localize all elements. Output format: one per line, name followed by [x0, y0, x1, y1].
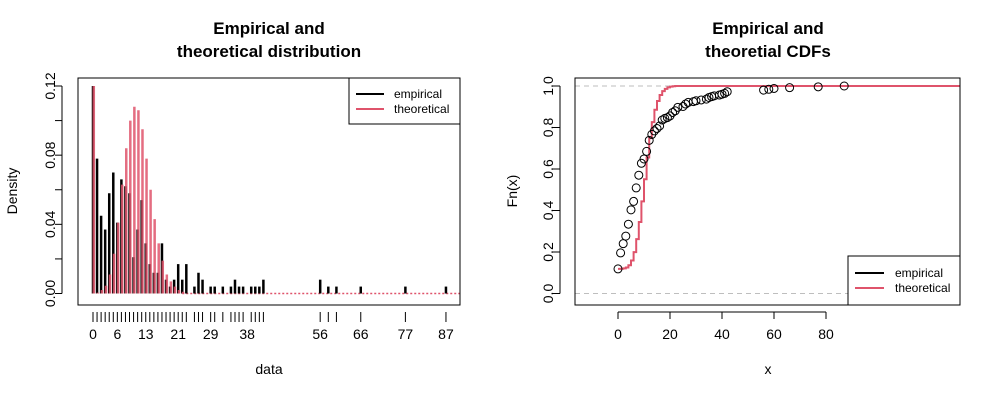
empirical-cdf-point — [616, 248, 626, 258]
legend-theoretical-label: theoretical — [394, 102, 449, 116]
empirical-cdf-point — [722, 87, 732, 97]
cdf-xlabel: x — [765, 361, 772, 377]
cdf-ylabel: Fn(x) — [504, 175, 520, 208]
empirical-cdf-point — [626, 205, 636, 215]
theoretical-cdf-line — [618, 85, 960, 270]
density-x-tick-label: 13 — [138, 326, 154, 342]
cdf-legend: empirical theoretical — [847, 255, 961, 306]
empirical-cdf-point — [681, 99, 691, 109]
empirical-cdf-point — [701, 94, 711, 104]
empirical-cdf-point — [631, 183, 641, 193]
empirical-cdf-point — [673, 102, 683, 112]
density-x-tick-label: 77 — [398, 326, 414, 342]
cdf-y-tick-label: 0.8 — [540, 118, 556, 138]
density-x-tick-label: 6 — [113, 326, 121, 342]
empirical-cdf-point — [668, 107, 678, 117]
empirical-cdf-point — [839, 81, 849, 91]
cdf-y-tick-label: 0.6 — [540, 159, 556, 179]
empirical-cdf-point — [623, 219, 633, 229]
density-x-tick-label: 0 — [89, 326, 97, 342]
density-chart: Empirical and theoretical distribution d… — [4, 19, 461, 377]
cdf-y-tick-label: 0.4 — [540, 201, 556, 221]
density-legend: empirical theoretical — [348, 77, 461, 125]
density-ylabel: Density — [4, 168, 20, 215]
empirical-cdf-point — [636, 158, 646, 168]
empirical-cdf-point — [629, 196, 639, 206]
legend-empirical-label: empirical — [895, 266, 943, 280]
density-legend-box — [348, 77, 461, 125]
cdf-y-tick-label: 0.0 — [540, 284, 556, 304]
cdf-y-tick-label: 1.0 — [540, 76, 556, 96]
cdf-x-tick-label: 0 — [614, 326, 622, 342]
empirical-cdf-point — [642, 146, 652, 156]
empirical-cdf-point — [657, 115, 667, 125]
density-title-line1: Empirical and — [213, 19, 324, 38]
empirical-cdf-point — [652, 123, 662, 133]
density-x-tick-label: 21 — [170, 326, 186, 342]
empirical-cdf-point — [618, 239, 628, 249]
density-title-line2: theoretical distribution — [177, 42, 361, 61]
density-y-tick-label: 0.00 — [42, 280, 58, 307]
cdf-x-tick-label: 40 — [714, 326, 730, 342]
cdf-x-tick-label: 60 — [766, 326, 782, 342]
cdf-chart: Empirical and theoretial CDFs x Fn(x) 0.… — [504, 19, 961, 377]
cdf-y-tick-label: 0.2 — [540, 242, 556, 262]
density-x-tick-label: 38 — [239, 326, 255, 342]
empirical-cdf-point — [649, 126, 659, 136]
density-x-tick-label: 66 — [353, 326, 369, 342]
cdf-x-tick-label: 20 — [662, 326, 678, 342]
empirical-cdf-point — [662, 113, 672, 123]
empirical-cdf-point — [759, 85, 769, 95]
empirical-cdf-point — [621, 231, 631, 241]
density-xlabel: data — [255, 361, 282, 377]
legend-empirical-label: empirical — [394, 87, 442, 101]
empirical-cdf-point — [813, 82, 823, 92]
density-x-tick-label: 87 — [438, 326, 454, 342]
legend-theoretical-label: theoretical — [895, 281, 950, 295]
cdf-title-line2: theoretial CDFs — [705, 42, 831, 61]
cdf-plot-box — [574, 77, 961, 306]
cdf-title-line1: Empirical and — [712, 19, 823, 38]
empirical-cdf-point — [634, 170, 644, 180]
density-plot-box — [77, 77, 461, 306]
empirical-cdf-point — [785, 83, 795, 93]
empirical-cdf-point — [644, 135, 654, 145]
cdf-legend-box — [847, 255, 961, 306]
empirical-cdf-point — [696, 95, 706, 105]
density-x-tick-label: 56 — [312, 326, 328, 342]
cdf-x-tick-label: 80 — [818, 326, 834, 342]
density-x-tick-label: 29 — [203, 326, 219, 342]
empirical-cdf-point — [720, 88, 730, 98]
empirical-cdf-point — [764, 84, 774, 94]
empirical-cdf-point — [613, 264, 623, 274]
density-y-tick-label: 0.04 — [42, 210, 58, 237]
empirical-cdf-point — [655, 121, 665, 131]
density-y-tick-label: 0.12 — [42, 72, 58, 99]
empirical-cdf-point — [691, 96, 701, 106]
empirical-cdf-point — [769, 83, 779, 93]
density-y-tick-label: 0.08 — [42, 141, 58, 168]
